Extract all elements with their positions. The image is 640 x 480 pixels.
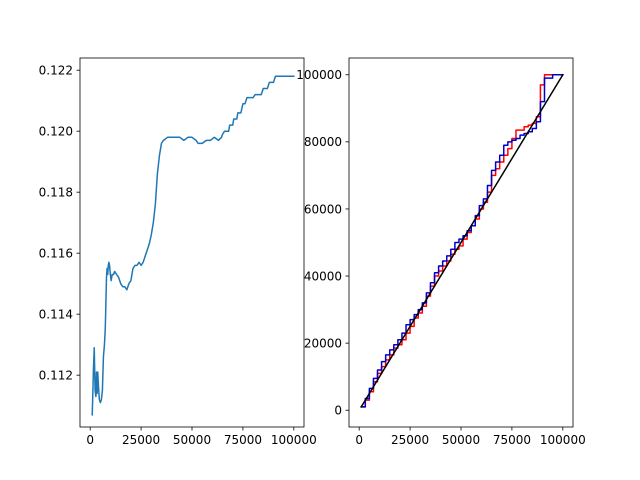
right-y-tick-label: 80000 <box>304 135 342 149</box>
right-series-line-2 <box>360 73 564 408</box>
right-x-tick-label: 50000 <box>442 433 480 447</box>
left-y-tick-label: 0.116 <box>39 246 73 260</box>
right-x-tick-label: 0 <box>355 433 363 447</box>
right-series-line-1 <box>360 74 564 408</box>
right-x-tick-label: 100000 <box>540 433 586 447</box>
right-y-tick-label: 20000 <box>304 336 342 350</box>
left-x-tick-label: 0 <box>86 433 94 447</box>
left-x-tick-label: 100000 <box>271 433 317 447</box>
left-y-tick-label: 0.114 <box>39 307 73 321</box>
right-y-tick-label: 0 <box>334 404 342 418</box>
left-y-tick-label: 0.120 <box>39 124 73 138</box>
left-x-tick-label: 25000 <box>122 433 160 447</box>
right-y-tick-label: 100000 <box>296 68 342 82</box>
left-x-tick-label: 50000 <box>173 433 211 447</box>
left-y-tick-label: 0.122 <box>39 63 73 77</box>
left-chart-panel: 0 25000 50000 75000 100000 0.112 0.114 0.116 0.1… <box>39 57 317 447</box>
right-chart-panel: 0 25000 50000 75000 100000 0 20000 40000 60000 80… <box>296 57 586 447</box>
left-x-tick-label: 75000 <box>224 433 262 447</box>
right-x-tick-label: 25000 <box>391 433 429 447</box>
right-x-tick-label: 75000 <box>493 433 531 447</box>
left-series-line-0 <box>91 75 295 416</box>
left-y-tick-label: 0.118 <box>39 185 73 199</box>
right-y-tick-label: 60000 <box>304 202 342 216</box>
right-y-tick-label: 40000 <box>304 269 342 283</box>
left-y-tick-label: 0.112 <box>39 368 73 382</box>
